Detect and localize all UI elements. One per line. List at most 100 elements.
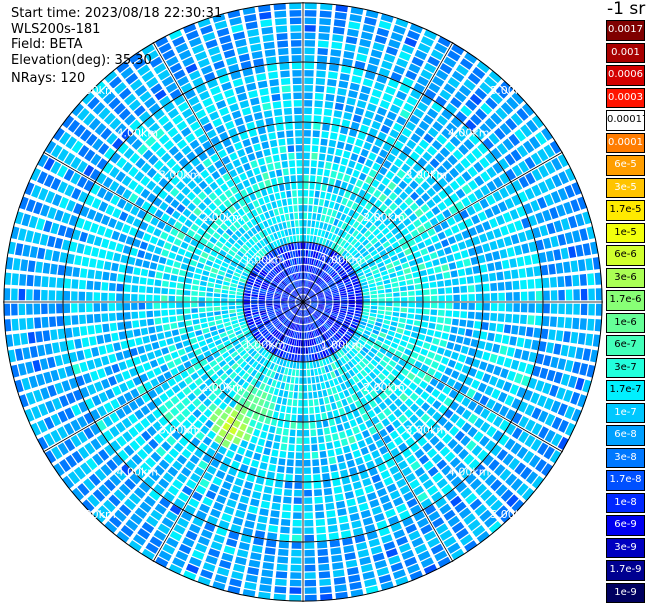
ray-gate-cell <box>511 325 519 335</box>
ray-gate-cell <box>493 416 504 428</box>
ray-gate-cell <box>293 512 302 519</box>
ray-gate-cell <box>319 359 324 367</box>
ray-gate-cell <box>454 233 464 242</box>
ray-gate-cell <box>203 472 214 482</box>
ray-gate-cell <box>213 297 220 302</box>
ray-gate-cell <box>275 578 287 586</box>
ray-gate-cell <box>289 160 296 168</box>
ray-gate-cell <box>291 323 295 330</box>
ray-gate-cell <box>56 290 63 301</box>
ray-gate-cell <box>575 347 584 360</box>
ray-gate-cell <box>109 426 120 438</box>
ray-gate-cell <box>484 515 497 528</box>
ray-gate-cell <box>153 228 162 237</box>
ray-gate-cell <box>398 212 407 221</box>
ray-gate-cell <box>158 478 170 489</box>
ray-gate-cell <box>464 218 474 228</box>
ray-gate-cell <box>271 329 278 335</box>
ray-gate-cell <box>514 348 523 359</box>
ray-gate-cell <box>264 351 270 358</box>
ray-gate-cell <box>451 43 465 56</box>
ray-gate-cell <box>97 505 111 518</box>
ray-gate-cell <box>371 145 381 154</box>
ray-gate-cell <box>379 213 387 222</box>
ray-gate-cell <box>340 304 348 307</box>
ray-gate-cell <box>281 199 288 206</box>
ray-gate-cell <box>381 254 390 261</box>
ray-gate-cell <box>170 274 178 282</box>
ray-gate-cell <box>344 380 351 389</box>
ray-gate-cell <box>374 114 384 123</box>
ray-gate-cell <box>311 299 318 302</box>
ray-gate-cell <box>348 257 355 264</box>
ray-gate-cell <box>284 213 290 221</box>
ray-gate-cell <box>490 112 503 125</box>
ray-gate-cell <box>505 292 513 301</box>
ray-gate-cell <box>306 317 309 324</box>
ray-gate-cell <box>296 160 303 167</box>
ray-gate-cell <box>360 446 369 456</box>
ray-gate-cell <box>516 206 526 218</box>
ray-gate-cell <box>453 343 462 352</box>
ray-gate-cell <box>374 35 387 45</box>
ray-gate-cell <box>443 536 457 548</box>
ray-gate-cell <box>303 355 306 362</box>
ray-gate-cell <box>528 377 538 390</box>
ray-gate-cell <box>472 66 486 79</box>
ray-gate-cell <box>317 295 325 298</box>
ray-gate-cell <box>145 542 159 554</box>
ray-gate-cell <box>243 400 251 409</box>
ray-gate-cell <box>160 364 169 373</box>
ray-gate-cell <box>563 389 573 403</box>
ray-gate-cell <box>225 355 233 363</box>
ray-gate-cell <box>298 385 303 392</box>
ray-gate-cell <box>568 346 577 358</box>
ray-gate-cell <box>317 40 329 48</box>
ray-gate-cell <box>139 354 148 363</box>
ray-gate-cell <box>264 385 270 393</box>
ray-gate-cell <box>343 355 350 362</box>
ray-gate-cell <box>339 73 350 81</box>
ray-gate-cell <box>240 440 249 449</box>
ray-gate-cell <box>315 337 319 345</box>
ray-gate-cell <box>347 309 355 313</box>
ray-gate-cell <box>377 183 386 192</box>
ray-gate-cell <box>170 407 180 417</box>
ray-gate-cell <box>441 332 449 340</box>
ray-gate-cell <box>345 167 353 176</box>
ray-gate-cell <box>176 289 183 295</box>
ray-gate-cell <box>475 349 484 359</box>
ray-gate-cell <box>340 295 348 298</box>
ray-gate-cell <box>198 393 207 402</box>
ray-gate-cell <box>384 198 393 207</box>
ray-gate-cell <box>348 21 361 30</box>
ray-gate-cell <box>401 163 411 173</box>
ray-gate-cell <box>521 217 531 229</box>
ray-gate-cell <box>420 36 434 47</box>
ray-gate-cell <box>287 337 291 345</box>
ray-gate-cell <box>488 70 502 83</box>
ray-gate-cell <box>175 402 185 412</box>
ray-gate-cell <box>25 230 34 243</box>
ray-gate-cell <box>158 339 167 348</box>
ray-gate-cell <box>303 296 308 302</box>
ray-gate-cell <box>433 371 443 380</box>
ray-gate-cell <box>335 321 342 326</box>
ray-gate-cell <box>238 53 250 62</box>
ray-gate-cell <box>354 265 361 272</box>
ray-gate-cell <box>318 398 325 405</box>
ray-gate-cell <box>128 413 138 424</box>
ray-gate-cell <box>333 296 340 299</box>
ray-gate-cell <box>447 154 458 166</box>
ray-gate-cell <box>560 344 569 357</box>
ray-gate-cell <box>32 359 42 372</box>
ray-gate-cell <box>441 239 450 248</box>
ray-gate-cell <box>323 274 329 281</box>
ray-gate-cell <box>431 170 442 181</box>
ray-gate-cell <box>365 375 373 383</box>
ray-gate-cell <box>148 270 156 278</box>
ray-gate-cell <box>544 177 556 191</box>
ray-gate-cell <box>311 451 319 459</box>
ray-gate-cell <box>370 390 378 399</box>
ray-gate-cell <box>293 504 302 512</box>
